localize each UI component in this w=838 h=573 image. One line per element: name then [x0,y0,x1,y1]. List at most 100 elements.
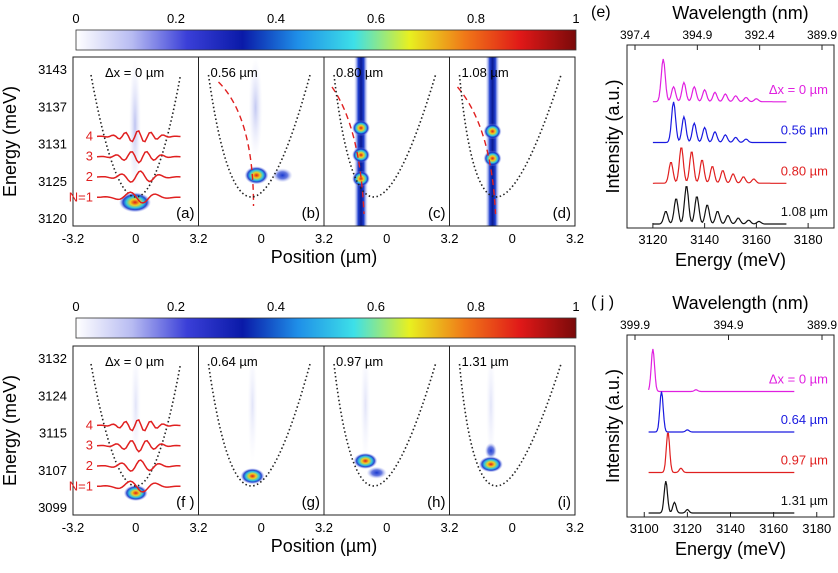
colorbar-tick-label: 1 [572,299,579,314]
x-axis-label: Position (µm) [271,536,377,556]
top-tick-label: 399.9 [620,318,650,332]
mode-number: 4 [86,417,93,432]
y-tick-label: 3124 [38,388,67,403]
panel-background [449,57,575,226]
mode-number: 3 [86,149,93,164]
series-label: 0.56 µm [781,123,828,138]
x-tick-label: 0 [132,520,139,535]
bottom-panel-3: 1.31 µm (i) [449,345,576,516]
x-tick-label: 0 [383,231,390,246]
mode-number: 2 [86,169,93,184]
bottom-panel-1: 0.64 µm (g) [198,345,325,516]
top-tick-label: 397.4 [620,28,650,42]
x-tick-label: 3.2 [315,231,333,246]
emission-spot [483,150,502,167]
panel-letter: (g) [302,494,320,511]
potential-curve [207,74,311,198]
x-tick-label: 0 [132,231,139,246]
emission-spot [352,147,370,164]
panel-frame [449,56,576,227]
colorbar-tick-label: 0.4 [267,299,285,314]
top-tick-label: 394.9 [682,28,712,42]
series-label: Δx = 0 µm [769,82,828,97]
top-tick-label: 392.4 [745,28,775,42]
spectrum-series-line [648,391,795,433]
mode-number: N=1 [69,189,93,204]
panel-background [198,346,324,515]
panel-offset-label: Δx = 0 µm [105,354,164,369]
panel-letter: (f ) [176,494,194,511]
spectrum-series-line [652,147,787,184]
series-label: 1.31 µm [781,493,828,508]
emission-streak [485,346,496,465]
colorbar [75,29,577,51]
emission-spot [119,192,151,213]
x-axis-label: Energy (meV) [675,539,786,559]
mode-number: N=1 [69,478,93,493]
potential-curve [333,363,437,487]
emission-spot [240,468,265,485]
x-tick-label: 3.2 [566,231,584,246]
mode-number: 3 [86,438,93,453]
spectrum-panel-0: 3120 3140 3160 3180 397.4 394.9 392.4 389.9 Wave… [591,3,837,270]
spectrum-series-line [648,348,795,393]
emission-streak [130,346,141,465]
panel-letter: (c) [428,205,446,222]
panel-offset-label: 0.80 µm [336,65,383,80]
emission-streak [247,346,258,465]
mode-wavefunction [96,150,181,164]
colorbar-tick-label: 0.6 [367,299,385,314]
x-tick-label: 3180 [802,521,831,536]
x-tick-label: -3.2 [62,520,84,535]
emission-streak [360,346,371,465]
x-tick-label: 3120 [638,232,667,247]
spectrum-series-line [652,186,787,225]
x-axis-label: Position (µm) [271,247,377,267]
colorbar-tick-label: 0 [72,299,79,314]
emission-spot [366,466,387,479]
mode-wavefunction [96,480,181,493]
x-tick-label: -3.2 [62,231,84,246]
x-tick-label: 3.2 [189,520,207,535]
x-tick-label: 0 [258,520,265,535]
spectrum-panel-1: 3100 3120 3140 3160 3180 399.9 394.9 389.9 Wavel… [591,293,837,559]
y-tick-label: 3137 [38,99,67,114]
x-tick-label: 0 [383,520,390,535]
colorbar-tick-label: 0.6 [367,11,385,26]
top-panel-1: 0.56 µm (b) [198,56,325,227]
panel-letter: (d) [553,205,571,222]
x-tick-label: 3120 [673,521,702,536]
x-tick-label: 3.2 [440,520,458,535]
x-tick-label: 3180 [794,232,823,247]
potential-curve [333,74,437,198]
panel-letter: (e) [591,4,611,21]
panel-letter: (i) [558,494,571,511]
potential-curve [90,74,182,198]
x-tick-label: 3100 [630,521,659,536]
top-axis-title: Wavelength (nm) [672,293,808,313]
mode-wavefunction [96,170,181,183]
model-dashed-curve [218,81,255,207]
colorbar-tick-label: 1 [572,11,579,26]
x-tick-label: 3.2 [566,520,584,535]
panel-offset-label: 1.31 µm [462,354,509,369]
y-axis-label: Intensity (a.u.) [603,369,623,483]
model-dashed-curve [331,86,365,215]
colorbar-tick-label: 0.2 [167,299,185,314]
emission-spot [483,123,502,140]
top-panel-2: 0.80 µm (c) [323,56,450,227]
emission-streak [248,57,263,159]
spectrum-series-line [648,432,795,474]
mode-number: 4 [86,128,93,143]
potential-curve [458,363,562,487]
x-tick-label: 3.2 [189,231,207,246]
emission-spot [352,170,370,187]
x-tick-label: 3140 [716,521,745,536]
panel-frame [449,345,576,516]
panel-background [324,57,450,226]
y-tick-label: 3131 [38,137,67,152]
y-axis-label: Energy (meV) [0,375,20,486]
mode-wavefunction [96,439,181,453]
y-tick-label: 3107 [38,463,67,478]
panel-offset-label: 0.56 µm [211,65,258,80]
